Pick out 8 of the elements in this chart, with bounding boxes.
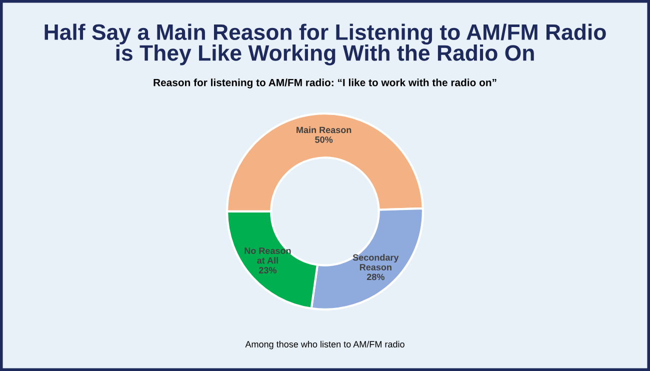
chart-subtitle: Reason for listening to AM/FM radio: “I like to work with the radio on” [154, 78, 496, 88]
text: Among those who listen to AM/FM radio [245, 340, 404, 350]
slice-label: Main Reason [296, 126, 352, 134]
slice-label: Secondary Reason [352, 254, 399, 270]
chart-title: Half Say a Main Reason for Listening to AM/FM Radio is They Like Working With the Radio On [44, 24, 606, 66]
data-label: 50% [315, 136, 333, 143]
data-label: 23% [258, 267, 276, 274]
data-label: 28% [366, 274, 384, 280]
